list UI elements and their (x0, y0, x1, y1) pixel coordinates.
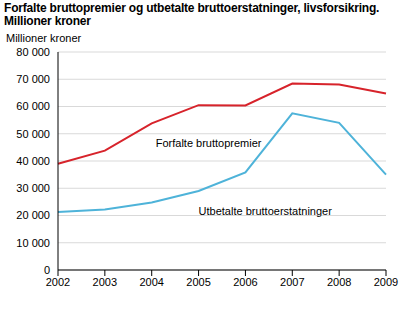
svg-text:2008: 2008 (327, 276, 351, 288)
html-text:Millioner kroner: Millioner kroner (6, 32, 82, 44)
svg-text:40 000: 40 000 (16, 155, 50, 167)
svg-text:50 000: 50 000 (16, 128, 50, 140)
svg-text:2002: 2002 (46, 276, 70, 288)
svg-text:2004: 2004 (139, 276, 163, 288)
svg-text:2005: 2005 (186, 276, 210, 288)
svg-text:30 000: 30 000 (16, 182, 50, 194)
svg-text:20 000: 20 000 (16, 209, 50, 221)
svg-text:2003: 2003 (93, 276, 117, 288)
svg-text:Utbetalte bruttoerstatninger: Utbetalte bruttoerstatninger (199, 205, 333, 217)
svg-text:2007: 2007 (280, 276, 304, 288)
html-text:Forfalte bruttopremier og utbe: Forfalte bruttopremier og utbetalte brut… (4, 1, 380, 28)
svg-text:80 000: 80 000 (16, 46, 50, 58)
svg-text:10 000: 10 000 (16, 237, 50, 249)
svg-text:Forfalte bruttopremier: Forfalte bruttopremier (156, 137, 262, 149)
svg-text:2009: 2009 (374, 276, 392, 288)
svg-text:0: 0 (44, 264, 50, 276)
svg-text:70 000: 70 000 (16, 73, 50, 85)
svg-text:60 000: 60 000 (16, 100, 50, 112)
svg-text:2006: 2006 (233, 276, 257, 288)
